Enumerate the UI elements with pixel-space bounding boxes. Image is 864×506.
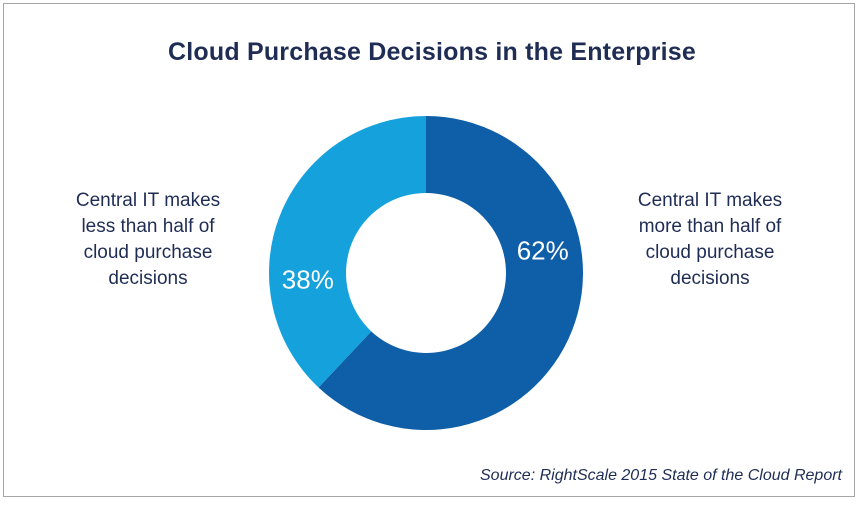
label-line: less than half of bbox=[81, 216, 215, 237]
chart-title: Cloud Purchase Decisions in the Enterpri… bbox=[168, 38, 696, 66]
label-line: Central IT makes bbox=[75, 190, 221, 211]
donut-slice-1 bbox=[268, 116, 426, 388]
label-line: more than half of bbox=[638, 216, 782, 237]
label-line: cloud purchase bbox=[645, 242, 775, 263]
donut-slice-0 bbox=[318, 116, 583, 430]
slice-label-more-than-half: Central IT makes more than half of cloud… bbox=[600, 188, 820, 292]
slice-value-label-1: 38% bbox=[282, 265, 334, 295]
slice-value-label-0: 62% bbox=[517, 235, 569, 265]
slice-label-less-than-half: Central IT makes less than half of cloud… bbox=[38, 188, 258, 292]
label-line: decisions bbox=[670, 268, 750, 289]
label-line: cloud purchase bbox=[83, 242, 213, 263]
label-line: decisions bbox=[108, 268, 188, 289]
source-note: Source: RightScale 2015 State of the Clo… bbox=[480, 467, 842, 484]
label-line: Central IT makes bbox=[637, 190, 783, 211]
